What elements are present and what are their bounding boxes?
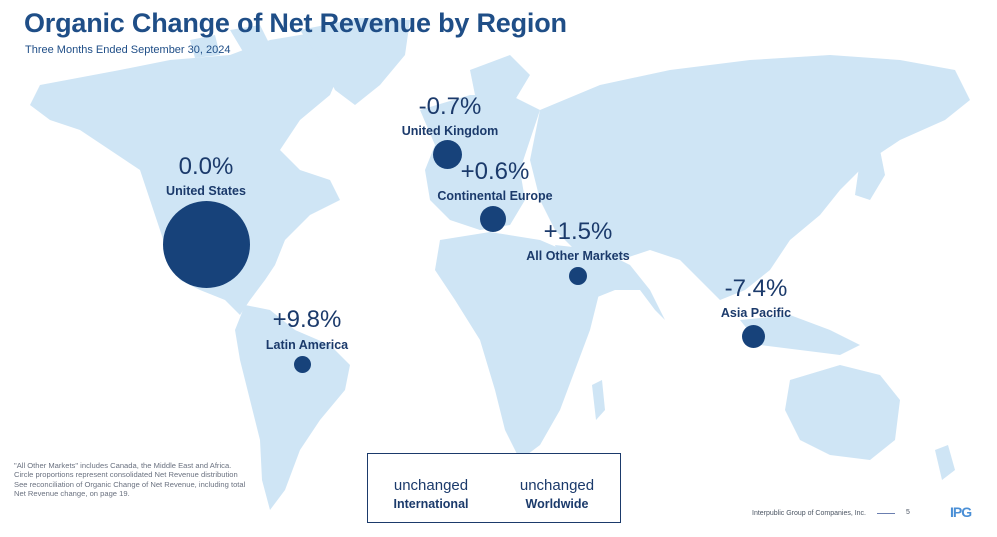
madagascar-landmass [592, 380, 605, 420]
region-bubble-continental-europe [480, 206, 506, 232]
region-bubble-latin-america [294, 356, 311, 373]
africa-landmass [435, 232, 600, 460]
region-label-united-kingdom: United Kingdom [401, 124, 499, 138]
summary-worldwide-label: Worldwide [525, 497, 589, 511]
page-number: 5 [906, 509, 910, 516]
region-label-united-states: United States [166, 184, 246, 198]
south-america-landmass [235, 305, 350, 510]
company-name: Interpublic Group of Companies, Inc. [752, 510, 867, 517]
europe-landmass [420, 95, 540, 230]
region-label-asia-pacific: Asia Pacific [720, 306, 792, 320]
region-pct-united-states: 0.0% [178, 153, 234, 180]
greenland-landmass [300, 18, 410, 105]
region-pct-all-other-markets: +1.5% [543, 218, 613, 245]
page-subtitle: Three Months Ended September 30, 2024 [25, 44, 231, 56]
footnote: "All Other Markets" includes Canada, the… [14, 461, 245, 499]
summary-international-label: International [393, 497, 469, 511]
footnote-line: See reconciliation of Organic Change of … [14, 479, 246, 489]
summary-worldwide-value: unchanged [519, 477, 595, 494]
asia-landmass [530, 55, 970, 300]
footnote-line: Circle proportions represent consolidate… [14, 470, 238, 480]
footer-divider [877, 513, 895, 514]
region-pct-continental-europe: +0.6% [460, 158, 530, 185]
arctic-islands [190, 25, 270, 58]
summary-international-value: unchanged [393, 477, 469, 494]
page-title: Organic Change of Net Revenue by Region [24, 8, 567, 38]
region-pct-united-kingdom: -0.7% [418, 93, 482, 120]
region-label-continental-europe: Continental Europe [437, 189, 553, 203]
japan-landmass [855, 150, 885, 200]
australia-landmass [785, 365, 900, 460]
footnote-line: Net Revenue change, on page 19. [14, 489, 130, 499]
arabia-india-landmass [555, 245, 665, 320]
region-bubble-asia-pacific [742, 325, 765, 348]
region-pct-asia-pacific: -7.4% [724, 275, 788, 302]
region-bubble-united-kingdom [433, 140, 462, 169]
summary-box: unchanged International unchanged Worldw… [367, 453, 621, 523]
footnote-line: "All Other Markets" includes Canada, the… [14, 461, 232, 470]
north-america-landmass [30, 30, 345, 315]
region-bubble-all-other-markets [569, 267, 587, 285]
region-pct-latin-america: +9.8% [272, 306, 342, 333]
region-label-latin-america: Latin America [265, 338, 349, 352]
new-zealand-landmass [935, 445, 955, 480]
company-logo: IPG [950, 504, 972, 520]
southeast-asia-islands [740, 315, 860, 355]
scandinavia-landmass [470, 55, 530, 105]
region-label-all-other-markets: All Other Markets [526, 249, 630, 263]
region-bubble-united-states [163, 201, 250, 288]
